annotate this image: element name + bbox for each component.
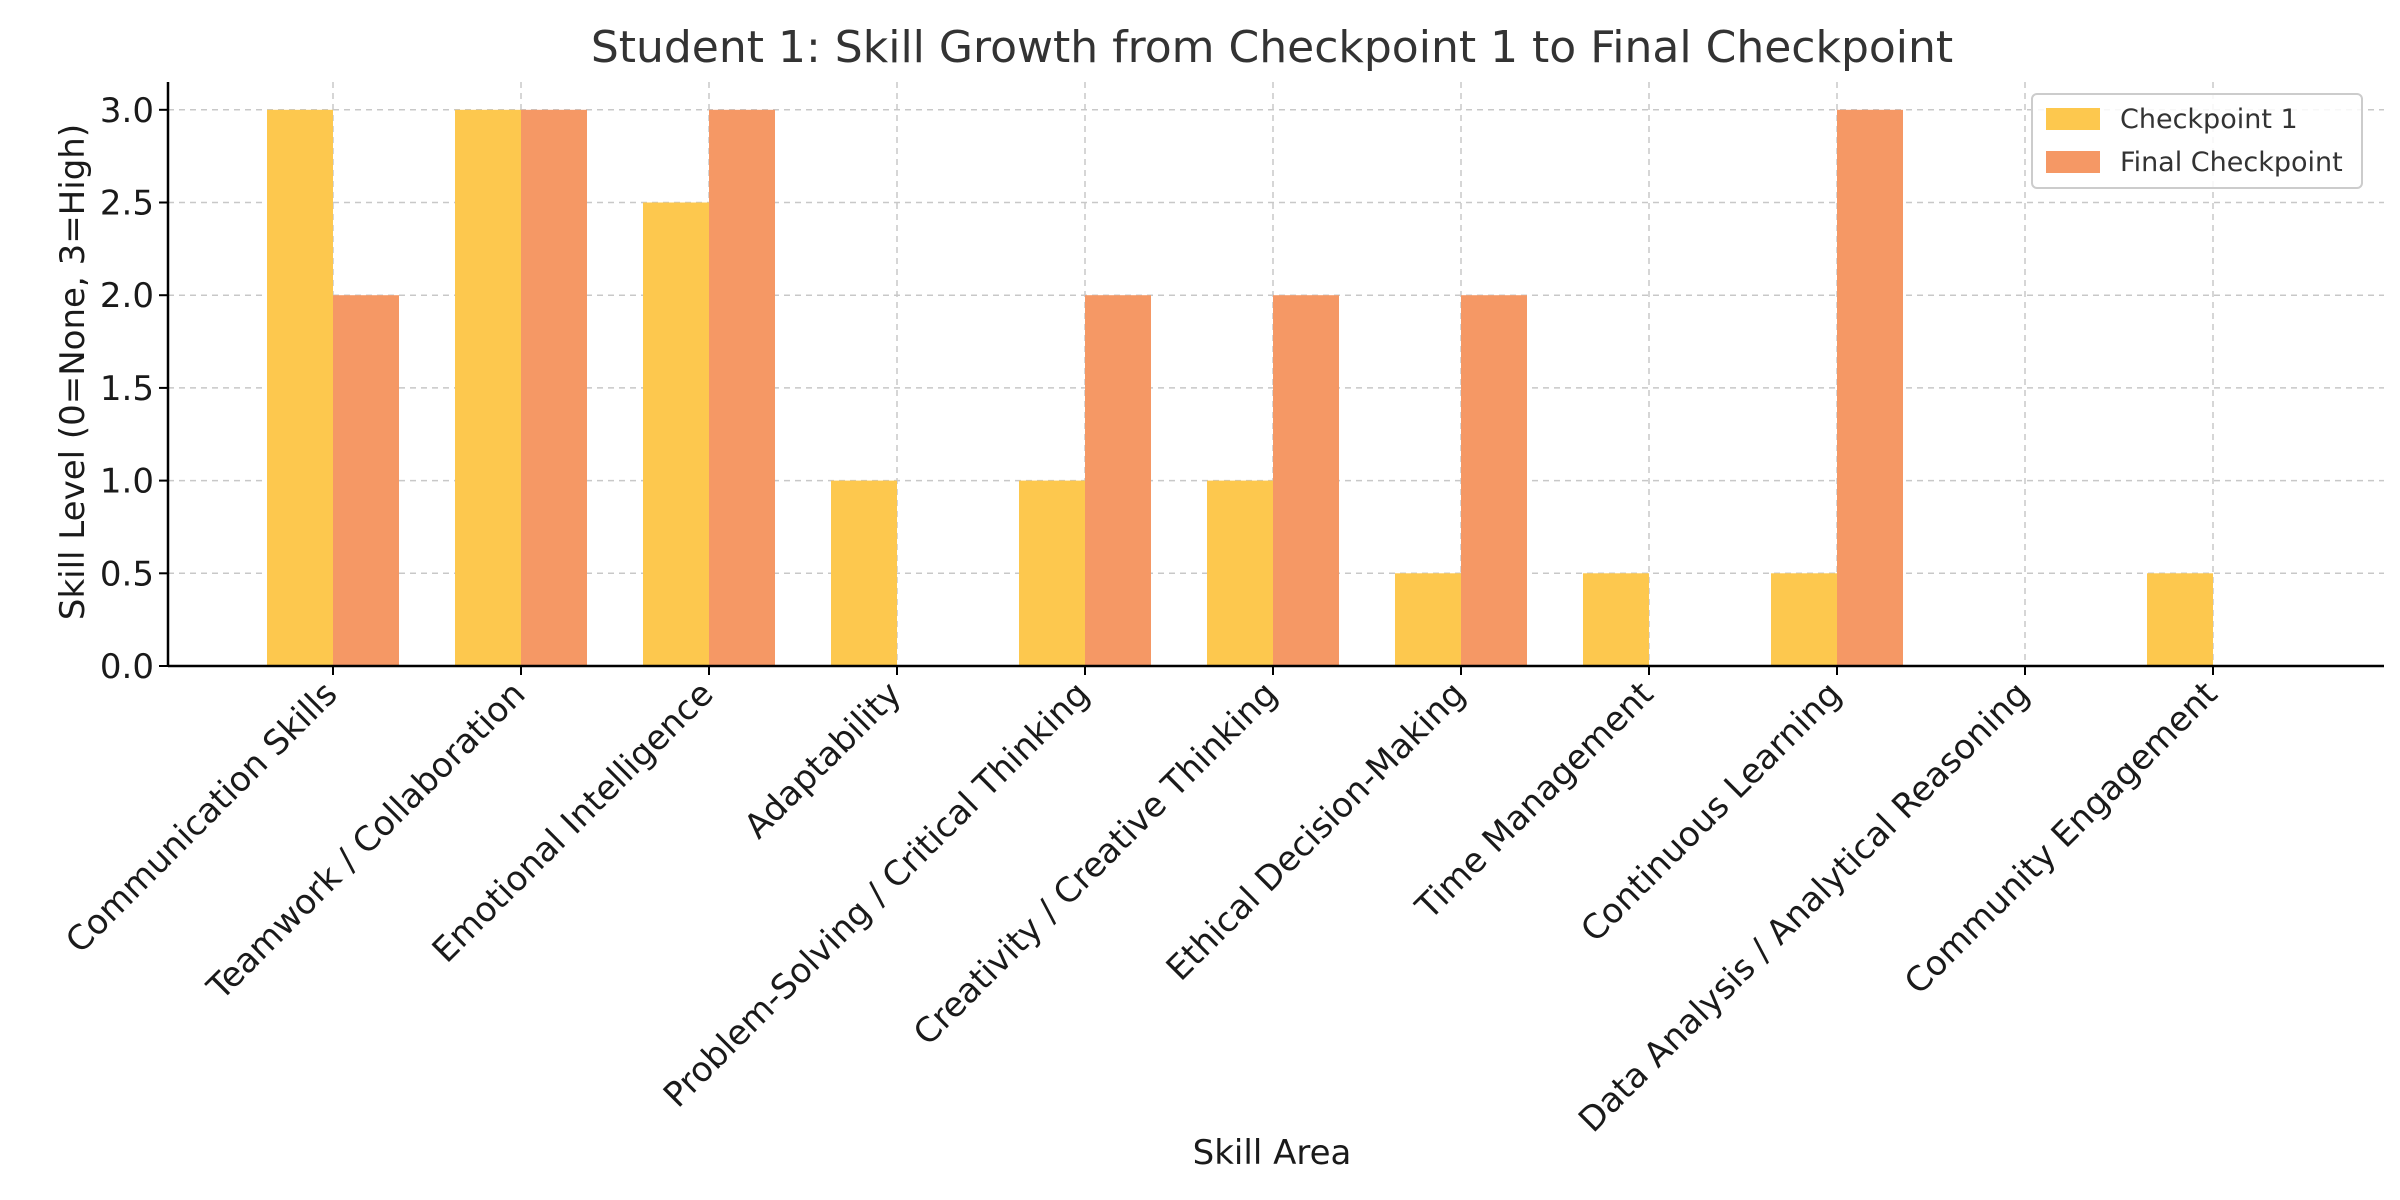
legend: Checkpoint 1 Final Checkpoint (2031, 93, 2363, 189)
legend-frame (2031, 93, 2363, 189)
bar-checkpoint-1-time-management (1583, 573, 1649, 666)
bar-final-checkpoint-teamwork-collaboration (521, 109, 587, 667)
legend-swatch-checkpoint-1 (2046, 108, 2100, 130)
axes (166, 82, 2384, 668)
legend-swatch-final-checkpoint (2046, 151, 2100, 173)
bars (267, 109, 2213, 667)
x-tick-label-adaptability: Adaptability (737, 674, 910, 847)
bar-checkpoint-1-continuous-learning (1771, 573, 1837, 666)
y-tick-label: 2.0 (100, 276, 154, 316)
y-tick-label: 0.0 (100, 647, 154, 687)
x-axis-label: Skill Area (1193, 1133, 1352, 1173)
bar-checkpoint-1-adaptability (831, 480, 897, 666)
y-tick-label: 3.0 (100, 91, 154, 131)
bar-final-checkpoint-continuous-learning (1837, 109, 1903, 667)
x-tick-label-teamwork-collaboration: Teamwork / Collaboration (199, 674, 533, 1008)
bar-final-checkpoint-creativity-creative-thinking (1273, 295, 1339, 666)
bar-checkpoint-1-ethical-decision-making (1395, 573, 1461, 666)
bar-checkpoint-1-emotional-intelligence (643, 202, 709, 666)
legend-label-checkpoint-1: Checkpoint 1 (2120, 104, 2298, 135)
y-tick-label: 2.5 (100, 184, 154, 224)
y-tick-label: 1.0 (100, 462, 154, 502)
bar-final-checkpoint-ethical-decision-making (1461, 295, 1527, 666)
bar-checkpoint-1-teamwork-collaboration (455, 109, 521, 667)
y-tick-label: 0.5 (100, 554, 154, 594)
x-tick-label-ethical-decision-making: Ethical Decision-Making (1159, 674, 1474, 989)
bar-checkpoint-1-communication-skills (267, 109, 333, 667)
y-tick-label: 1.5 (100, 369, 154, 409)
x-tick-label-community-engagement: Community Engagement (1897, 674, 2225, 1002)
bar-checkpoint-1-community-engagement (2147, 573, 2213, 666)
legend-label-final-checkpoint: Final Checkpoint (2120, 147, 2343, 178)
x-tick-label-creativity-creative-thinking: Creativity / Creative Thinking (906, 674, 1285, 1053)
bar-final-checkpoint-problem-solving-critical-thinking (1085, 295, 1151, 666)
bar-final-checkpoint-communication-skills (333, 295, 399, 666)
bar-final-checkpoint-emotional-intelligence (709, 109, 775, 667)
bar-checkpoint-1-problem-solving-critical-thinking (1019, 480, 1085, 666)
chart-title: Student 1: Skill Growth from Checkpoint … (591, 22, 1953, 73)
bar-checkpoint-1-creativity-creative-thinking (1207, 480, 1273, 666)
y-axis-label: Skill Level (0=None, 3=High) (53, 124, 93, 620)
y-axis-ticks: 0.0 0.5 1.0 1.5 2.0 2.5 3.0 (100, 91, 168, 687)
x-tick-label-problem-solving-critical-thinking: Problem-Solving / Critical Thinking (656, 674, 1097, 1115)
